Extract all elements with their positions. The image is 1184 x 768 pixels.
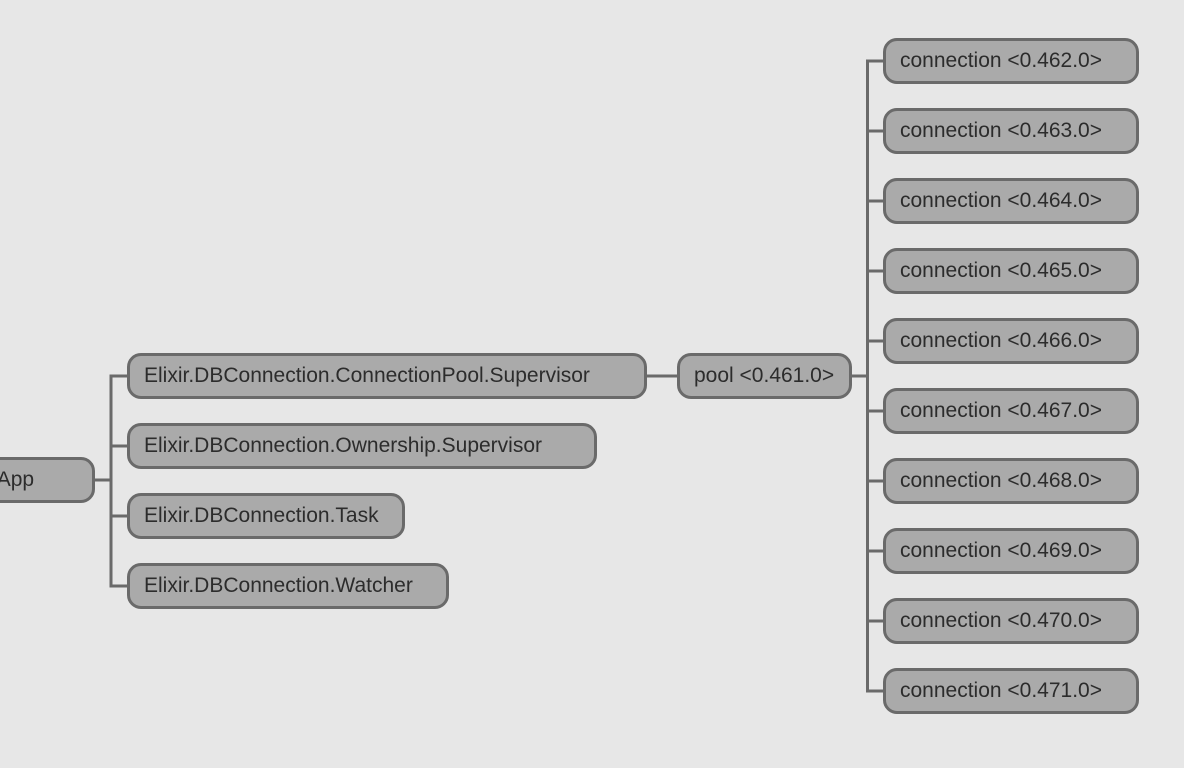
tree-node[interactable]: Elixir.DBConnection.Watcher [127, 563, 449, 609]
tree-node[interactable]: connection <0.462.0> [883, 38, 1139, 84]
tree-node[interactable]: connection <0.467.0> [883, 388, 1139, 434]
tree-node[interactable]: connection <0.469.0> [883, 528, 1139, 574]
tree-node[interactable]: tion.App [0, 457, 95, 503]
tree-node[interactable]: connection <0.464.0> [883, 178, 1139, 224]
tree-node[interactable]: Elixir.DBConnection.Ownership.Supervisor [127, 423, 597, 469]
tree-node[interactable]: pool <0.461.0> [677, 353, 852, 399]
tree-node[interactable]: Elixir.DBConnection.ConnectionPool.Super… [127, 353, 647, 399]
tree-node[interactable]: connection <0.470.0> [883, 598, 1139, 644]
tree-node[interactable]: Elixir.DBConnection.Task [127, 493, 405, 539]
tree-node[interactable]: connection <0.468.0> [883, 458, 1139, 504]
tree-node[interactable]: connection <0.463.0> [883, 108, 1139, 154]
tree-node[interactable]: connection <0.465.0> [883, 248, 1139, 294]
tree-node[interactable]: connection <0.471.0> [883, 668, 1139, 714]
tree-node[interactable]: connection <0.466.0> [883, 318, 1139, 364]
